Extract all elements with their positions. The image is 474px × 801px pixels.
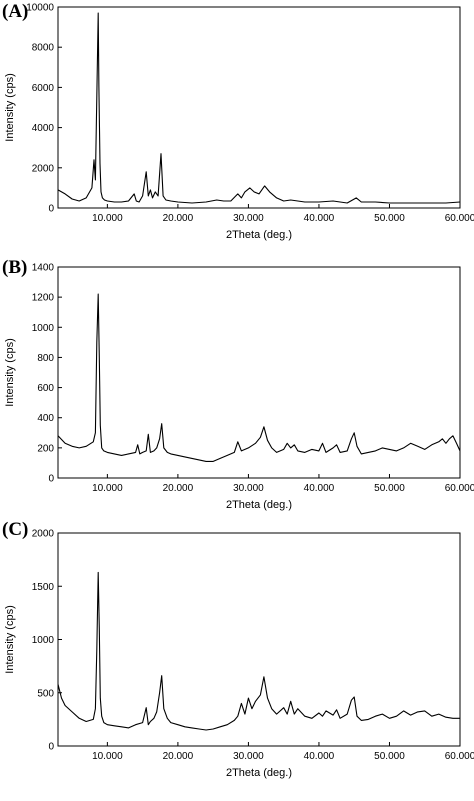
y-tick-label: 600: [37, 383, 54, 394]
y-tick-label: 0: [48, 474, 54, 485]
panel-a-label: (A): [2, 1, 29, 22]
y-tick-label: 1000: [32, 323, 55, 334]
panel-b: (B) 0 200 400 600 800 1000 1200 1400 10.000 20.00…: [0, 258, 474, 528]
plot-frame: [57, 266, 461, 479]
panel-b-label: (B): [2, 257, 28, 278]
y-tick-label: 6000: [32, 83, 55, 94]
x-tick-label: 40.000: [304, 751, 335, 762]
y-tick-label: 1200: [32, 293, 55, 304]
y-tick-label: 0: [48, 742, 54, 753]
x-tick-label: 10.000: [92, 751, 123, 762]
y-tick-label: 2000: [32, 163, 55, 174]
x-axis-title: 2Theta (deg.): [226, 229, 292, 241]
xrd-pattern-line: [57, 571, 460, 731]
y-tick-label: 8000: [32, 43, 55, 54]
x-tick-label: 30.000: [233, 213, 264, 224]
y-tick-label: 800: [37, 353, 54, 364]
x-tick-label: 50.000: [374, 751, 405, 762]
y-tick-label: 1500: [32, 582, 55, 593]
panel-c-label: (C): [2, 519, 29, 540]
x-tick-label: 10.000: [92, 213, 123, 224]
x-tick-label: 20.000: [163, 483, 194, 494]
panel-c-chart: 0 500 1000 1500 2000 10.000 20.000 30.000 40.000…: [4, 529, 474, 780]
x-tick-label: 20.000: [163, 751, 194, 762]
x-axis-title: 2Theta (deg.): [226, 499, 292, 511]
x-tick-label: 40.000: [304, 483, 335, 494]
x-tick-label: 60.000: [445, 751, 474, 762]
x-tick-label: 20.000: [163, 213, 194, 224]
x-axis-title: 2Theta (deg.): [226, 767, 292, 779]
y-tick-label: 400: [37, 413, 54, 424]
x-tick-label: 50.000: [374, 483, 405, 494]
y-tick-label: 0: [48, 204, 54, 215]
y-tick-label: 500: [37, 688, 54, 699]
x-tick-label: 60.000: [445, 483, 474, 494]
panel-b-chart: 0 200 400 600 800 1000 1200 1400 10.000 20.000 30.…: [4, 263, 474, 512]
y-tick-label: 4000: [32, 123, 55, 134]
y-tick-label: 2000: [32, 529, 55, 540]
panel-a-chart: 0 2000 4000 6000 8000 10000 10.000 20.000 30.000…: [4, 3, 474, 242]
panel-c: (C) 0 500 1000 1500 2000 10.000 20.000 30.000 40…: [0, 520, 474, 801]
y-axis-title: Intensity (cps): [4, 73, 16, 141]
x-tick-label: 30.000: [233, 483, 264, 494]
x-tick-label: 40.000: [304, 213, 335, 224]
xrd-pattern-line: [57, 293, 461, 462]
y-tick-label: 200: [37, 443, 54, 454]
xrd-pattern-line: [57, 12, 461, 204]
y-tick-label: 1400: [32, 263, 55, 274]
y-axis-title: Intensity (cps): [4, 338, 16, 406]
x-tick-label: 50.000: [374, 213, 405, 224]
x-tick-label: 30.000: [233, 751, 264, 762]
plot-frame: [57, 6, 461, 209]
x-tick-label: 10.000: [92, 483, 123, 494]
y-tick-label: 1000: [32, 635, 55, 646]
x-tick-label: 60.000: [445, 213, 474, 224]
panel-a: (A) 0 2000 4000 6000 8000 10000 10.000 20.000 30…: [0, 0, 474, 265]
y-axis-title: Intensity (cps): [4, 605, 16, 673]
y-tick-label: 10000: [26, 3, 54, 14]
